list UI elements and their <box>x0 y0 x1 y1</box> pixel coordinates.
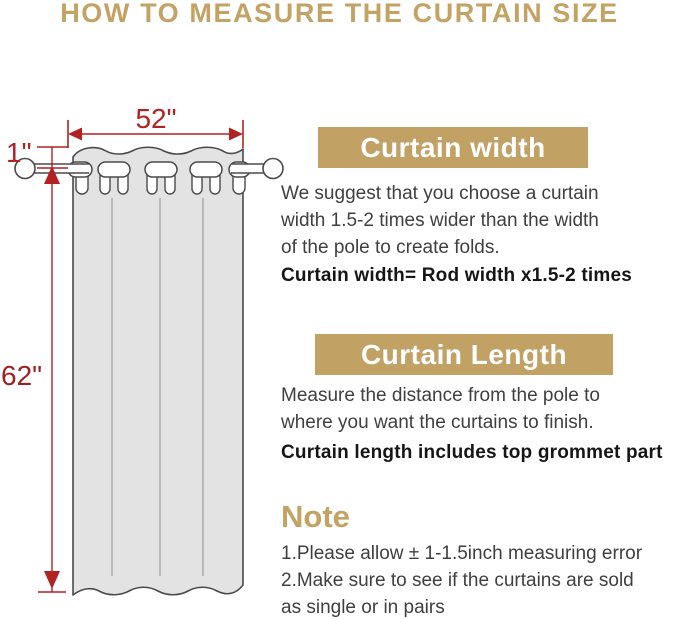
curtain-width-formula: Curtain width= Rod width x1.5-2 times <box>281 265 633 286</box>
curtain-length-heading-label: Curtain Length <box>360 338 568 370</box>
note-heading: Note <box>281 499 350 534</box>
curtain-body <box>72 146 244 596</box>
length-dimension <box>37 146 68 593</box>
curtain-diagram: 52" 1" 62" <box>1 103 284 596</box>
curtain-length-heading: Curtain Length <box>315 334 613 375</box>
curtain-width-description: We suggest that you choose a curtain wid… <box>281 180 599 261</box>
length-dimension-label: 62" <box>1 360 42 391</box>
text-line: where you want the curtains to finish. <box>281 412 594 433</box>
note-list: 1.Please allow ± 1-1.5inch measuring err… <box>281 540 642 619</box>
rod-finial-right <box>262 157 284 180</box>
curtain-width-heading: Curtain width <box>318 127 588 168</box>
curtain-fold-lines <box>111 198 204 576</box>
width-dimension-label: 52" <box>135 103 176 134</box>
text-line: We suggest that you choose a curtain <box>281 183 599 204</box>
note-line: as single or in pairs <box>281 597 445 618</box>
curtain-width-heading-label: Curtain width <box>360 131 546 163</box>
grommet-height-label: 1" <box>6 137 32 168</box>
note-line: 1.Please allow ± 1-1.5inch measuring err… <box>281 543 643 564</box>
text-line: Measure the distance from the pole to <box>281 385 600 406</box>
text-line: width 1.5-2 times wider than the width <box>281 210 599 231</box>
note-line: 2.Make sure to see if the curtains are s… <box>281 570 634 591</box>
rod-finial-left <box>14 157 36 180</box>
curtain-length-description: Measure the distance from the pole to wh… <box>281 382 600 436</box>
width-dimension <box>67 120 244 148</box>
page-title: HOW TO MEASURE THE CURTAIN SIZE <box>60 0 619 28</box>
text-line: of the pole to create folds. <box>281 237 500 258</box>
curtain-length-bold-note: Curtain length includes top grommet part <box>281 442 663 463</box>
